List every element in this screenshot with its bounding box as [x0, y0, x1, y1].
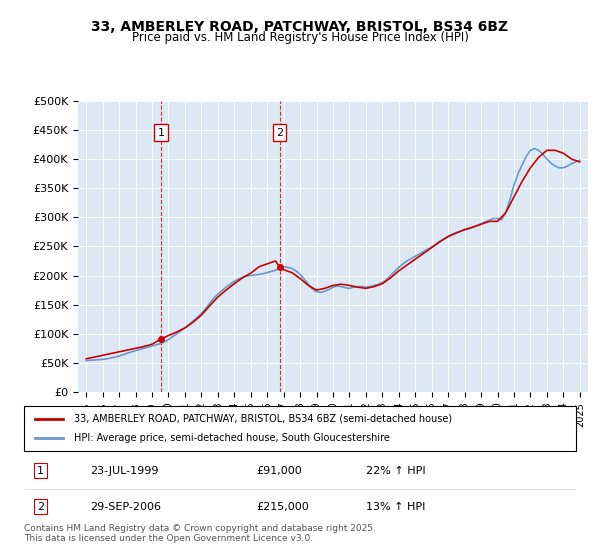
Text: 29-SEP-2006: 29-SEP-2006 — [90, 502, 161, 512]
Text: Contains HM Land Registry data © Crown copyright and database right 2025.
This d: Contains HM Land Registry data © Crown c… — [24, 524, 376, 543]
Text: £91,000: £91,000 — [256, 465, 302, 475]
Text: 22% ↑ HPI: 22% ↑ HPI — [366, 465, 426, 475]
Text: 23-JUL-1999: 23-JUL-1999 — [90, 465, 159, 475]
Text: Price paid vs. HM Land Registry's House Price Index (HPI): Price paid vs. HM Land Registry's House … — [131, 31, 469, 44]
Text: HPI: Average price, semi-detached house, South Gloucestershire: HPI: Average price, semi-detached house,… — [74, 433, 389, 444]
Text: 2: 2 — [37, 502, 44, 512]
Text: 33, AMBERLEY ROAD, PATCHWAY, BRISTOL, BS34 6BZ (semi-detached house): 33, AMBERLEY ROAD, PATCHWAY, BRISTOL, BS… — [74, 413, 452, 423]
Text: 1: 1 — [37, 465, 44, 475]
FancyBboxPatch shape — [24, 406, 576, 451]
Text: 1: 1 — [158, 128, 164, 138]
Text: £215,000: £215,000 — [256, 502, 308, 512]
Text: 33, AMBERLEY ROAD, PATCHWAY, BRISTOL, BS34 6BZ: 33, AMBERLEY ROAD, PATCHWAY, BRISTOL, BS… — [91, 20, 509, 34]
Text: 13% ↑ HPI: 13% ↑ HPI — [366, 502, 425, 512]
Text: 2: 2 — [276, 128, 283, 138]
